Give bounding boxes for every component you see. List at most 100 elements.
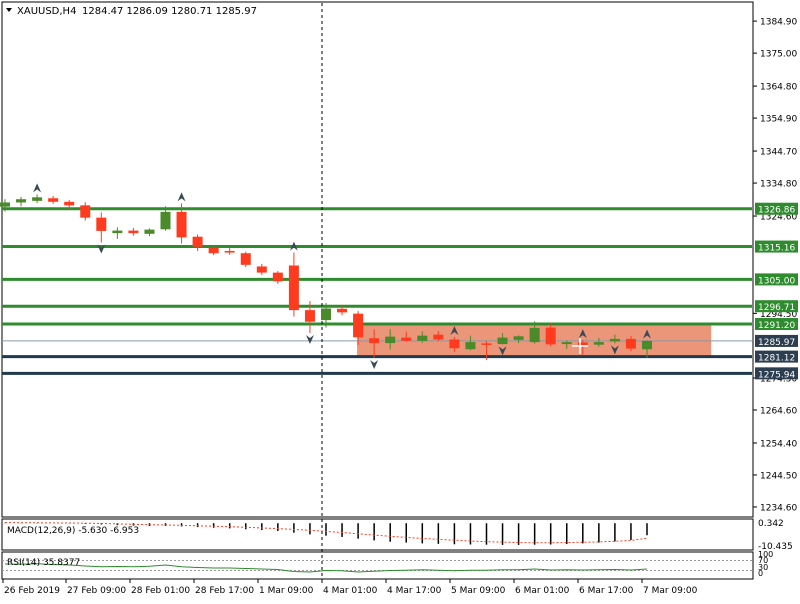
price-tick-label: 1344.70	[760, 148, 797, 158]
candle	[481, 341, 492, 360]
fractal-markers	[33, 183, 651, 369]
candle	[48, 195, 59, 204]
level-label-bg	[755, 202, 798, 215]
level-label-bg	[755, 367, 798, 380]
rsi-label: RSI(14) 35.8377	[7, 558, 80, 568]
price-tick-label: 1294.50	[760, 310, 797, 320]
candle	[465, 335, 476, 351]
time-axis: 26 Feb 2019 27 Feb 09:00 28 Feb 01:00 28 Fe…	[2, 579, 698, 596]
price-tick-label: 1364.80	[760, 83, 797, 93]
fractal-up-icon	[578, 329, 587, 339]
price-tick-label: 1244.50	[760, 471, 797, 481]
candle-body	[160, 211, 171, 230]
candle-body	[16, 199, 27, 203]
rsi-tick-label: 30	[758, 563, 768, 572]
level-label: 1275.94	[758, 370, 795, 380]
candle-body	[272, 272, 283, 282]
candle	[112, 227, 123, 239]
candle-body	[256, 266, 267, 273]
candle	[321, 302, 331, 328]
candle-body	[80, 205, 91, 218]
candle-body	[96, 217, 107, 231]
candle	[449, 336, 460, 353]
candle	[577, 340, 588, 356]
candle	[176, 203, 187, 244]
symbol-dropdown-icon[interactable]	[6, 8, 12, 12]
time-tick-label: 7 Mar 09:00	[643, 586, 698, 596]
candle	[513, 335, 524, 344]
candle-body	[609, 338, 620, 342]
price-tick-label: 1274.50	[760, 374, 797, 384]
current-price-label: 1285.97	[758, 338, 795, 348]
fractal-down-icon	[305, 335, 314, 345]
time-tick-label: 6 Mar 17:00	[579, 586, 634, 596]
candle	[80, 202, 91, 221]
candle	[64, 199, 75, 211]
price-tick-label: 1254.40	[760, 439, 797, 449]
level-label-bg	[755, 318, 798, 331]
time-tick-label: 4 Mar 01:00	[323, 586, 378, 596]
macd-tick-label: -10.435	[758, 542, 793, 552]
candle-body	[0, 202, 10, 207]
fractal-up-icon	[450, 325, 459, 335]
candle-body	[192, 236, 203, 247]
candle-body	[240, 253, 251, 265]
candle-body	[353, 313, 364, 338]
candle-body	[529, 327, 540, 343]
time-tick-label: 4 Mar 17:00	[387, 586, 442, 596]
candle	[208, 246, 219, 256]
time-tick-label: 6 Mar 01:00	[515, 586, 570, 596]
candle	[497, 333, 508, 345]
fractal-up-icon	[33, 183, 42, 193]
rsi-tick-label: 70	[758, 556, 768, 565]
main-panel-border	[1, 1, 754, 518]
level-label: 1315.16	[758, 244, 795, 254]
candle-body	[369, 338, 380, 344]
candle	[96, 212, 107, 243]
fractal-down-icon	[498, 346, 507, 356]
candle-body	[64, 201, 75, 206]
candle-body	[224, 250, 235, 253]
candle	[369, 329, 380, 358]
candle-body	[32, 197, 43, 201]
rsi-tick-label: 0	[758, 569, 763, 578]
time-tick-label: 28 Feb 17:00	[195, 586, 254, 596]
price-tick-label: 1375.00	[760, 50, 797, 60]
candle	[288, 252, 299, 317]
candle-body	[385, 336, 396, 344]
candle	[144, 228, 155, 237]
candle	[545, 323, 556, 347]
candle	[337, 305, 348, 316]
candle	[192, 234, 203, 251]
candle	[609, 334, 620, 344]
candle-body	[288, 265, 299, 311]
candle-body	[433, 334, 444, 340]
candles	[0, 194, 652, 360]
candle	[160, 206, 171, 231]
fractal-down-icon	[97, 244, 106, 254]
rsi-panel-border	[1, 551, 754, 580]
candle-body	[48, 198, 59, 202]
rsi-tick-label: 100	[758, 550, 773, 559]
candle	[353, 311, 364, 346]
horizontal-levels	[2, 207, 752, 375]
candle-body	[144, 229, 155, 234]
macd-axis: 0.342 -10.435	[758, 519, 793, 552]
candle	[128, 227, 139, 236]
candle-body	[208, 247, 219, 254]
candle	[417, 331, 428, 343]
crosshair-cursor-icon	[572, 338, 588, 354]
level-label: 1291.20	[758, 321, 795, 331]
time-tick-label: 1 Mar 09:00	[259, 586, 314, 596]
candle	[0, 199, 10, 212]
rsi-line	[4, 563, 648, 573]
candle-body	[497, 337, 508, 345]
candle-body	[561, 342, 572, 345]
candle	[32, 194, 43, 204]
candle-body	[176, 211, 187, 238]
level-label: 1281.12	[758, 354, 795, 364]
candle	[529, 321, 540, 344]
